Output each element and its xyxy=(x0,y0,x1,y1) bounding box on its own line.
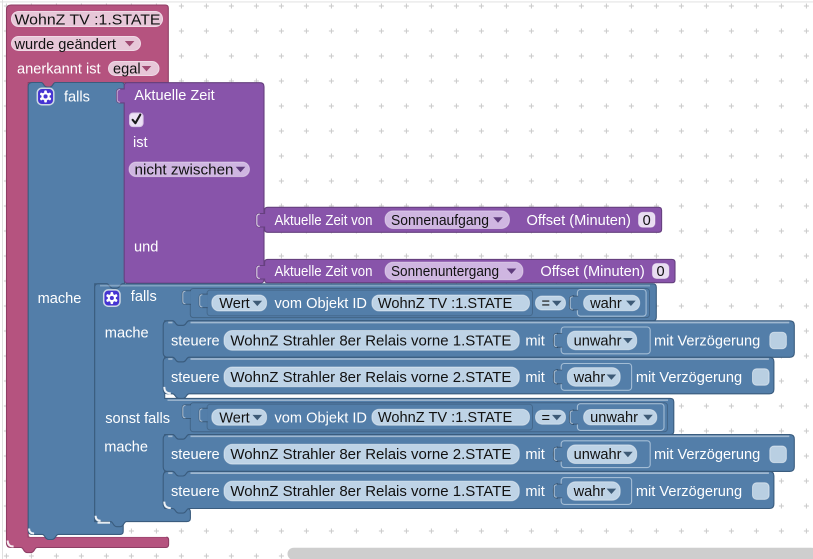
svg-text:sonst falls: sonst falls xyxy=(105,411,170,427)
svg-text:mit: mit xyxy=(525,333,544,349)
svg-text:wahr: wahr xyxy=(573,484,606,500)
svg-text:nicht zwischen: nicht zwischen xyxy=(135,163,234,179)
svg-text:Sonnenaufgang: Sonnenaufgang xyxy=(391,213,489,229)
svg-text:anerkannt ist: anerkannt ist xyxy=(17,62,101,78)
svg-text:vom Objekt ID: vom Objekt ID xyxy=(275,296,367,312)
svg-text:mache: mache xyxy=(105,326,149,342)
svg-text:wahr: wahr xyxy=(589,296,622,312)
svg-text:ist: ist xyxy=(133,135,148,151)
svg-text:Aktuelle Zeit von: Aktuelle Zeit von xyxy=(275,264,373,280)
svg-text:steuere: steuere xyxy=(171,370,220,386)
svg-text:Sonnenuntergang: Sonnenuntergang xyxy=(391,264,499,280)
svg-text:mit Verzögerung: mit Verzögerung xyxy=(636,370,742,386)
svg-text:WohnZ TV :1.STATE: WohnZ TV :1.STATE xyxy=(378,296,513,312)
svg-text:unwahr: unwahr xyxy=(590,410,638,426)
svg-text:WohnZ Strahler 8er Relais vorn: WohnZ Strahler 8er Relais vorne 1.STATE xyxy=(230,484,511,500)
svg-text:mache: mache xyxy=(104,439,148,455)
svg-text:vom Objekt ID: vom Objekt ID xyxy=(275,410,367,426)
svg-text:mit: mit xyxy=(525,370,544,386)
svg-text:unwahr: unwahr xyxy=(574,333,622,349)
svg-text:falls: falls xyxy=(131,289,157,305)
svg-text:=: = xyxy=(542,296,551,312)
svg-text:0: 0 xyxy=(643,213,651,229)
svg-text:mache: mache xyxy=(38,291,82,307)
svg-text:=: = xyxy=(542,410,551,426)
svg-text:unwahr: unwahr xyxy=(574,447,622,463)
svg-text:Wert: Wert xyxy=(219,410,250,426)
svg-text:WohnZ TV :1.STATE: WohnZ TV :1.STATE xyxy=(378,410,513,426)
svg-text:steuere: steuere xyxy=(171,484,220,500)
svg-text:mit: mit xyxy=(525,447,544,463)
svg-text:Aktuelle Zeit von: Aktuelle Zeit von xyxy=(275,213,373,229)
svg-text:Offset (Minuten): Offset (Minuten) xyxy=(527,213,631,229)
svg-text:Wert: Wert xyxy=(219,296,250,312)
svg-text:wahr: wahr xyxy=(573,370,606,386)
svg-text:steuere: steuere xyxy=(171,447,220,463)
svg-text:mit Verzögerung: mit Verzögerung xyxy=(654,447,760,463)
svg-text:wurde geändert: wurde geändert xyxy=(14,37,116,53)
svg-text:0: 0 xyxy=(657,264,665,280)
svg-text:WohnZ TV :1.STATE: WohnZ TV :1.STATE xyxy=(15,12,161,28)
svg-text:Aktuelle Zeit: Aktuelle Zeit xyxy=(134,88,214,104)
svg-text:WohnZ Strahler 8er Relais vorn: WohnZ Strahler 8er Relais vorne 2.STATE xyxy=(230,370,511,386)
svg-text:mit Verzögerung: mit Verzögerung xyxy=(636,484,742,500)
svg-text:WohnZ Strahler 8er Relais vorn: WohnZ Strahler 8er Relais vorne 2.STATE xyxy=(230,447,511,463)
svg-text:falls: falls xyxy=(64,89,90,105)
svg-text:egal: egal xyxy=(113,62,141,78)
svg-text:WohnZ Strahler 8er Relais vorn: WohnZ Strahler 8er Relais vorne 1.STATE xyxy=(230,333,511,349)
svg-text:Offset (Minuten): Offset (Minuten) xyxy=(540,264,644,280)
svg-text:mit Verzögerung: mit Verzögerung xyxy=(654,333,760,349)
svg-text:und: und xyxy=(134,239,158,255)
svg-text:steuere: steuere xyxy=(171,333,220,349)
svg-text:mit: mit xyxy=(525,484,544,500)
